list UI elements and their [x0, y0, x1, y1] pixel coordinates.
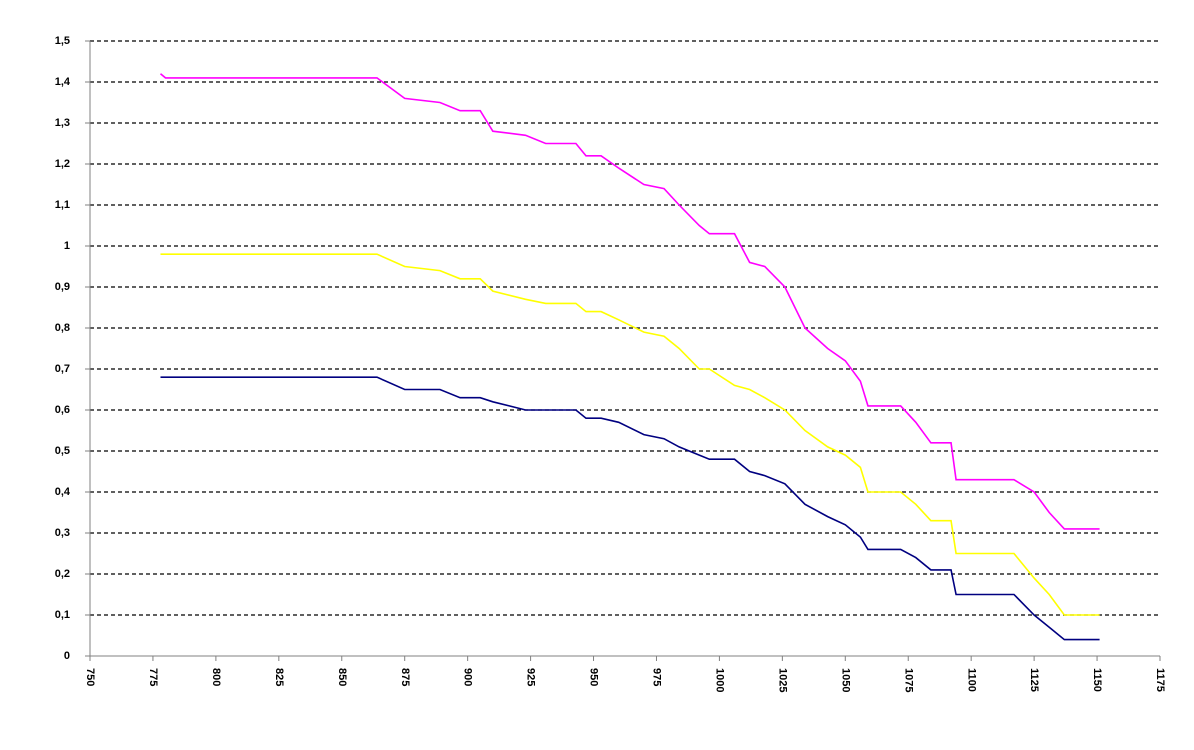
y-tick-label: 1,3 — [55, 117, 70, 129]
x-tick-label: 950 — [588, 668, 600, 686]
x-tick-label: 800 — [210, 668, 222, 686]
y-tick-label: 0,9 — [55, 281, 70, 293]
y-tick-label: 0,6 — [55, 404, 70, 416]
series-line — [160, 253, 1100, 616]
x-tick-label: 1000 — [714, 668, 726, 692]
series-line — [160, 376, 1100, 641]
y-tick-label: 0,2 — [55, 568, 70, 580]
y-tick-label: 1 — [64, 240, 70, 252]
x-tick-label: 875 — [399, 668, 411, 686]
y-tick-label: 1,4 — [55, 76, 71, 88]
x-tick-label: 1050 — [839, 668, 851, 692]
x-tick-label: 750 — [84, 668, 96, 686]
x-tick-label: 825 — [273, 668, 285, 686]
y-tick-label: 1,5 — [55, 35, 70, 47]
y-tick-label: 0,7 — [55, 363, 70, 375]
x-tick-label: 1100 — [965, 668, 977, 692]
y-tick-label: 0,4 — [55, 486, 71, 498]
y-tick-label: 0 — [64, 650, 70, 662]
x-tick-label: 1025 — [776, 668, 788, 692]
y-tick-label: 1,2 — [55, 158, 70, 170]
y-tick-label: 0,8 — [55, 322, 70, 334]
x-tick-label: 850 — [336, 668, 348, 686]
y-tick-label: 0,1 — [55, 609, 70, 621]
y-tick-label: 1,1 — [55, 199, 70, 211]
x-tick-label: 775 — [147, 668, 159, 686]
x-tick-label: 925 — [525, 668, 537, 686]
x-tick-label: 900 — [462, 668, 474, 686]
x-tick-label: 975 — [651, 668, 663, 686]
x-tick-label: 1125 — [1028, 668, 1040, 692]
x-tick-label: 1075 — [902, 668, 914, 692]
x-tick-label: 1150 — [1091, 668, 1103, 692]
x-tick-label: 1175 — [1154, 668, 1166, 692]
y-tick-label: 0,5 — [55, 445, 70, 457]
y-tick-label: 0,3 — [55, 527, 70, 539]
series-line — [159, 73, 1100, 530]
